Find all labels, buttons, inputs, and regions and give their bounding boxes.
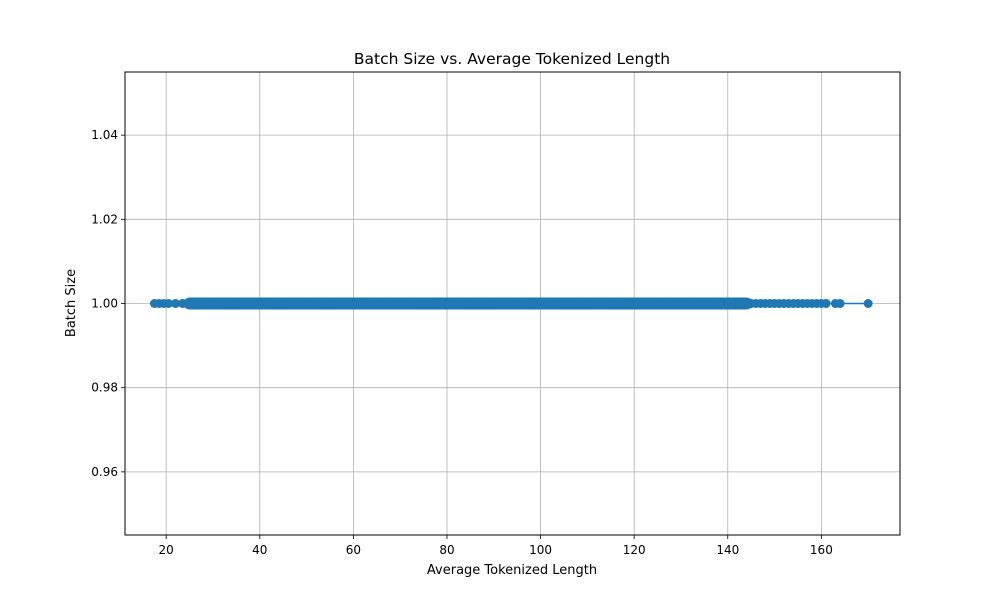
y-tick-label: 0.98 — [91, 381, 118, 395]
y-tick-label: 1.02 — [91, 212, 118, 226]
data-point — [395, 299, 405, 308]
x-tick-label: 60 — [346, 543, 361, 557]
data-point — [372, 299, 382, 308]
data-point — [676, 299, 686, 308]
data-point — [512, 299, 522, 308]
data-point — [582, 299, 592, 308]
data-point — [208, 299, 218, 308]
y-tick-label: 1.00 — [91, 297, 118, 311]
data-point — [536, 299, 546, 308]
data-point — [164, 299, 174, 308]
data-point — [302, 299, 312, 308]
data-point — [278, 299, 288, 308]
data-point — [178, 299, 188, 308]
chart-title: Batch Size vs. Average Tokenized Length — [354, 50, 670, 68]
x-axis-label: Average Tokenized Length — [427, 563, 597, 578]
data-point — [559, 299, 569, 308]
y-tick-label: 0.96 — [91, 465, 118, 479]
data-point — [606, 299, 616, 308]
data-point — [255, 299, 265, 308]
data-point — [699, 299, 709, 308]
data-point — [325, 299, 335, 308]
x-tick-label: 140 — [716, 543, 739, 557]
y-axis-label: Batch Size — [64, 269, 79, 337]
data-point — [863, 299, 873, 308]
data-point — [171, 299, 181, 308]
data-point — [835, 299, 845, 308]
x-tick-label: 20 — [159, 543, 174, 557]
y-tick-label: 1.04 — [91, 128, 118, 142]
x-tick-label: 160 — [810, 543, 833, 557]
x-axis-ticks: 20 40 60 80 100 120 140 160 — [159, 535, 833, 557]
x-tick-label: 40 — [252, 543, 267, 557]
data-point — [489, 299, 499, 308]
x-tick-label: 100 — [529, 543, 552, 557]
x-tick-label: 80 — [439, 543, 454, 557]
data-point — [419, 299, 429, 308]
y-axis-ticks: 0.96 0.98 1.00 1.02 1.04 — [91, 128, 125, 479]
data-point — [821, 299, 831, 308]
x-tick-label: 120 — [623, 543, 646, 557]
data-point — [653, 299, 663, 308]
data-point — [231, 299, 241, 308]
data-point — [442, 299, 452, 308]
data-point — [723, 299, 733, 308]
series — [149, 297, 873, 310]
data-point — [465, 299, 475, 308]
data-point — [348, 299, 358, 308]
data-point — [629, 299, 639, 308]
data-point — [185, 299, 195, 308]
